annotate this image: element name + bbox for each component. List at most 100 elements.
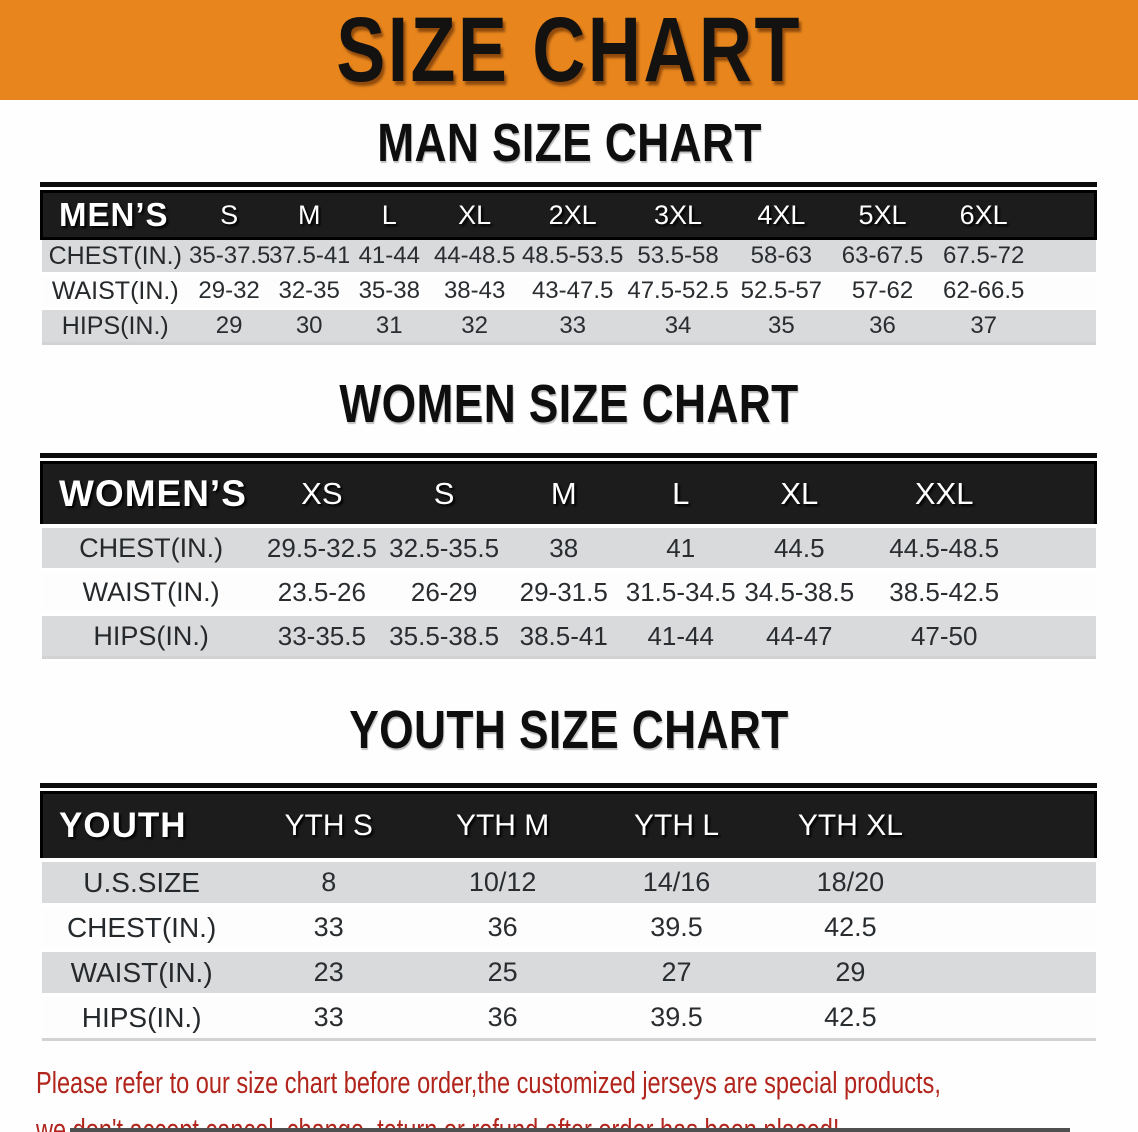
womens-size-table: WOMEN’S XS S M L XL XXL CHEST(IN.) 29.5-32.5 32.5… <box>39 453 1098 659</box>
size-value: 38.5-42.5 <box>859 570 1030 614</box>
table-top-border <box>40 783 1097 788</box>
youth-section-heading: YOUTH SIZE CHART <box>0 659 1138 783</box>
measurement-row: U.S.SIZE 8 10/12 14/16 18/20 <box>41 860 1096 905</box>
measurement-row: WAIST(IN.) 29-32 32-35 35-38 38-43 43-47.5 47.… <box>41 273 1096 309</box>
measurement-row-label: HIPS(IN.) <box>41 308 190 344</box>
size-value: 37.5-41 <box>269 238 350 274</box>
size-column-header: XL <box>429 190 520 240</box>
youth-size-table: YOUTH YTH S YTH M YTH L YTH XL U.S.SIZE 8 10/12… <box>39 783 1098 1041</box>
size-column-header: L <box>349 190 430 240</box>
row-filler <box>937 905 1096 950</box>
size-value: 67.5-72 <box>933 238 1035 274</box>
size-table-grid: WOMEN’S XS S M L XL XXL CHEST(IN.) 29.5-32.5 32.5… <box>39 461 1098 659</box>
size-value: 29.5-32.5 <box>260 526 383 570</box>
size-value: 38-43 <box>429 273 520 309</box>
size-value: 53.5-58 <box>625 238 731 274</box>
size-column-header: 2XL <box>519 190 626 240</box>
size-value: 23.5-26 <box>260 570 383 614</box>
size-value: 29-31.5 <box>505 570 623 614</box>
men-section-heading-text: MAN SIZE CHART <box>376 113 762 173</box>
size-value: 34.5-38.5 <box>739 570 860 614</box>
men-size-section: MAN SIZE CHART MEN’S S M L XL 2XL 3XL 4XL 5XL 6XL… <box>0 100 1138 345</box>
row-filler <box>1034 238 1096 274</box>
size-value: 14/16 <box>589 860 764 905</box>
size-value: 36 <box>415 995 590 1040</box>
table-group-label: YOUTH <box>39 791 242 862</box>
size-value: 37 <box>933 308 1035 344</box>
size-value: 29-32 <box>189 273 270 309</box>
size-column-header: 5XL <box>831 190 934 240</box>
size-value: 18/20 <box>763 860 938 905</box>
size-value: 41-44 <box>622 614 740 658</box>
size-table-grid: MEN’S S M L XL 2XL 3XL 4XL 5XL 6XL CHEST(IN.) 35-37… <box>40 190 1098 345</box>
table-top-border <box>40 453 1097 458</box>
size-value: 39.5 <box>589 905 764 950</box>
size-value: 41-44 <box>349 238 430 274</box>
row-filler <box>1029 614 1096 658</box>
measurement-row: HIPS(IN.) 33-35.5 35.5-38.5 38.5-41 41-44 44-… <box>41 614 1096 658</box>
size-column-header: XXL <box>859 461 1030 528</box>
row-filler <box>1034 308 1096 344</box>
women-section-heading: WOMEN SIZE CHART <box>0 345 1138 453</box>
row-filler <box>937 860 1096 905</box>
size-column-header: M <box>505 461 623 528</box>
header-filler <box>1034 190 1098 240</box>
measurement-row-label: WAIST(IN.) <box>41 950 242 995</box>
size-value: 36 <box>831 308 934 344</box>
size-value: 57-62 <box>831 273 934 309</box>
size-value: 48.5-53.5 <box>519 238 626 274</box>
size-value: 26-29 <box>382 570 506 614</box>
size-column-header: 4XL <box>730 190 832 240</box>
size-value: 29 <box>189 308 270 344</box>
size-value: 10/12 <box>415 860 590 905</box>
size-value: 43-47.5 <box>519 273 626 309</box>
size-column-header: XL <box>739 461 860 528</box>
size-value: 33 <box>241 905 416 950</box>
row-filler <box>1029 570 1096 614</box>
row-filler <box>937 995 1096 1040</box>
measurement-row-label: CHEST(IN.) <box>41 238 190 274</box>
size-value: 41 <box>622 526 740 570</box>
size-value: 44-47 <box>739 614 860 658</box>
size-value: 8 <box>241 860 416 905</box>
size-value: 34 <box>625 308 731 344</box>
size-value: 32-35 <box>269 273 350 309</box>
measurement-row: WAIST(IN.) 23 25 27 29 <box>41 950 1096 995</box>
size-column-header: YTH M <box>415 791 590 862</box>
size-value: 47.5-52.5 <box>625 273 731 309</box>
size-value: 23 <box>241 950 416 995</box>
row-filler <box>1034 273 1096 309</box>
row-filler <box>937 950 1096 995</box>
size-value: 29 <box>763 950 938 995</box>
size-value: 35 <box>730 308 832 344</box>
size-value: 63-67.5 <box>831 238 934 274</box>
size-value: 35-37.5 <box>189 238 270 274</box>
measurement-row-label: CHEST(IN.) <box>41 526 261 570</box>
size-value: 42.5 <box>763 905 938 950</box>
measurement-row-label: HIPS(IN.) <box>41 614 261 658</box>
youth-size-section: YOUTH SIZE CHART YOUTH YTH S YTH M YTH L YTH… <box>0 659 1138 1041</box>
size-value: 38 <box>505 526 623 570</box>
size-column-header: YTH S <box>241 791 416 862</box>
size-value: 35-38 <box>349 273 430 309</box>
measurement-row: HIPS(IN.) 29 30 31 32 33 34 35 36 37 <box>41 308 1096 344</box>
size-value: 52.5-57 <box>730 273 832 309</box>
women-size-section: WOMEN SIZE CHART WOMEN’S XS S M L XL XXL CHEST(… <box>0 345 1138 659</box>
size-column-header: S <box>382 461 506 528</box>
header-filler <box>1029 461 1098 528</box>
row-filler <box>1029 526 1096 570</box>
size-value: 32.5-35.5 <box>382 526 506 570</box>
measurement-row-label: HIPS(IN.) <box>41 995 242 1040</box>
size-value: 42.5 <box>763 995 938 1040</box>
size-value: 35.5-38.5 <box>382 614 506 658</box>
measurement-row: CHEST(IN.) 29.5-32.5 32.5-35.5 38 41 44.5 44.5… <box>41 526 1096 570</box>
size-column-header: YTH XL <box>763 791 938 862</box>
size-column-header: XS <box>260 461 383 528</box>
size-value: 27 <box>589 950 764 995</box>
measurement-row-label: WAIST(IN.) <box>41 570 261 614</box>
size-value: 38.5-41 <box>505 614 623 658</box>
size-column-header: S <box>189 190 270 240</box>
mens-size-table: MEN’S S M L XL 2XL 3XL 4XL 5XL 6XL CHEST(IN.) 35-37… <box>40 182 1098 345</box>
size-column-header: YTH L <box>589 791 764 862</box>
